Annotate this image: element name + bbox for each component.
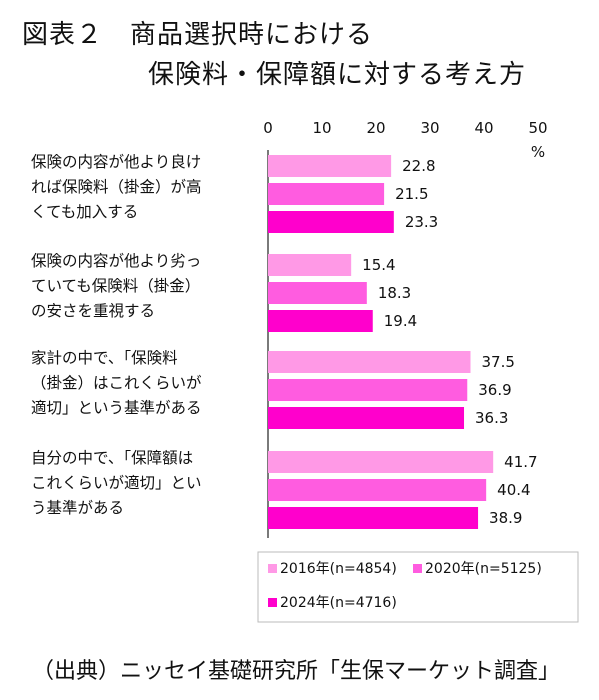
legend-swatch xyxy=(268,564,277,573)
bar xyxy=(268,451,494,473)
bar xyxy=(268,479,487,501)
legend-label: 2024年(n=4716) xyxy=(280,595,397,611)
chart-title-line2: 保険料・保障額に対する考え方 xyxy=(148,60,527,90)
source-note: （出典）ニッセイ基礎研究所「生保マーケット調査」 xyxy=(32,659,561,684)
category-label: の安さを重視する xyxy=(31,302,155,320)
bar xyxy=(268,254,352,276)
category-label: くても加入する xyxy=(31,203,138,221)
chart-title-line1: 図表２ 商品選択時における xyxy=(22,20,374,50)
x-tick-label: 30 xyxy=(420,119,439,137)
data-label: 38.9 xyxy=(489,509,522,527)
category-label: れば保険料（掛金）が高 xyxy=(31,178,202,196)
legend-swatch xyxy=(413,564,422,573)
x-tick-label: 40 xyxy=(474,119,493,137)
category-label: 保険の内容が他より良け xyxy=(31,153,201,171)
data-label: 22.8 xyxy=(402,157,435,175)
category-label: 適切」という基準がある xyxy=(31,399,202,417)
category-label: ていても保険料（掛金） xyxy=(31,277,200,295)
category-label: 家計の中で、「保険料 xyxy=(31,349,178,367)
bar xyxy=(268,211,394,233)
legend-swatch xyxy=(268,598,277,607)
x-tick-label: 0 xyxy=(263,119,273,137)
bar xyxy=(268,310,373,332)
bar xyxy=(268,282,367,304)
category-label: これくらいが適切」とい xyxy=(31,474,202,492)
bar-chart: 0 10 20 30 40 50% 保険の内容が他より良ければ保険料（掛金）が高くても加入す… xyxy=(31,119,579,623)
legend-box xyxy=(257,551,579,623)
bar xyxy=(268,407,465,429)
category-label: 保険の内容が他より劣っ xyxy=(31,252,201,270)
bar xyxy=(268,507,479,529)
data-label: 40.4 xyxy=(497,481,530,499)
legend-label: 2016年(n=4854) xyxy=(280,561,397,577)
bar xyxy=(268,379,468,401)
x-tick-label: 10 xyxy=(312,119,331,137)
data-label: 37.5 xyxy=(482,353,515,371)
legend-label: 2020年(n=5125) xyxy=(425,561,542,577)
bar xyxy=(268,155,392,177)
x-tick-label: 20 xyxy=(366,119,385,137)
unit-label: % xyxy=(531,143,545,161)
category-label: （掛金）はこれくらいが xyxy=(31,374,202,392)
data-label: 21.5 xyxy=(395,185,428,203)
data-label: 36.9 xyxy=(478,381,511,399)
category-label: 自分の中で、「保障額は xyxy=(31,449,193,467)
data-label: 18.3 xyxy=(378,284,411,302)
x-tick-label: 50 xyxy=(528,119,547,137)
data-label: 36.3 xyxy=(475,409,508,427)
bar xyxy=(268,351,471,373)
data-label: 19.4 xyxy=(384,312,417,330)
bar xyxy=(268,183,385,205)
category-label: う基準がある xyxy=(31,499,124,517)
data-label: 41.7 xyxy=(504,453,537,471)
data-label: 15.4 xyxy=(362,256,395,274)
data-label: 23.3 xyxy=(405,213,438,231)
